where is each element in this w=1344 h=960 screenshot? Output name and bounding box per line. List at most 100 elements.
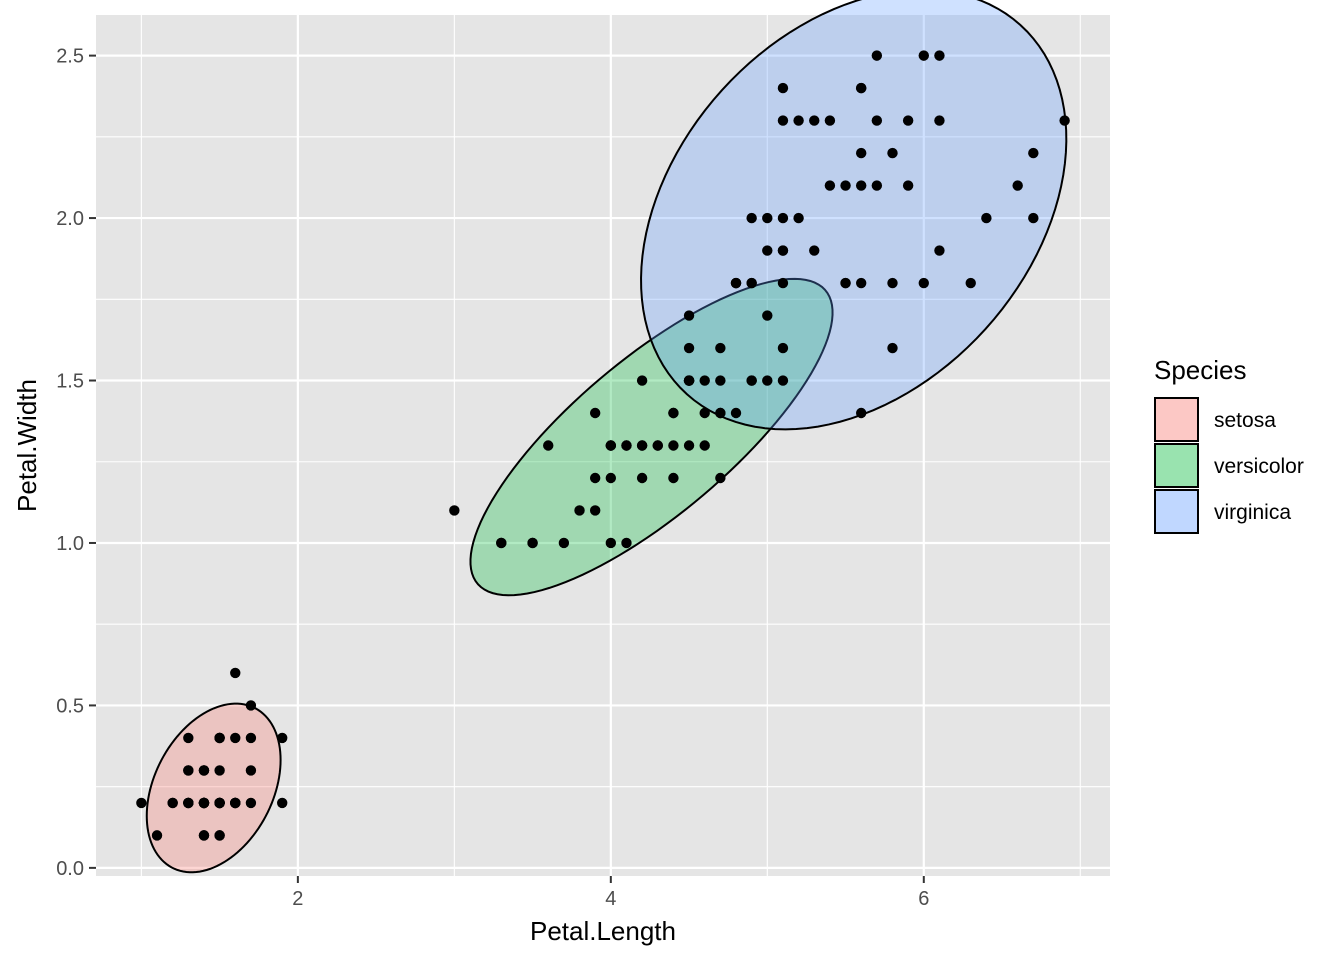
- y-tick-label: 0.5: [56, 695, 84, 717]
- point-versicolor: [589, 472, 601, 484]
- legend-entries: setosa versicolor virginica: [1154, 397, 1304, 534]
- point-versicolor: [668, 440, 679, 451]
- legend-key-virginica: [1154, 489, 1199, 534]
- point-virginica: [855, 147, 867, 159]
- legend-label-virginica: virginica: [1214, 501, 1291, 524]
- point-virginica: [855, 277, 867, 289]
- point-versicolor: [652, 440, 663, 451]
- point-versicolor: [589, 407, 601, 419]
- point-virginica: [793, 115, 804, 126]
- point-virginica: [855, 407, 867, 419]
- point-setosa: [230, 732, 241, 744]
- point-setosa: [183, 797, 194, 809]
- point-setosa: [214, 765, 225, 776]
- legend-label-versicolor: versicolor: [1214, 455, 1304, 478]
- point-virginica: [809, 245, 820, 256]
- point-virginica: [777, 212, 789, 224]
- point-virginica: [902, 115, 914, 126]
- point-virginica: [871, 50, 883, 61]
- point-setosa: [245, 765, 257, 776]
- point-virginica: [824, 180, 836, 191]
- y-tick-label: 2.5: [56, 46, 84, 68]
- legend-key-setosa: [1154, 397, 1199, 442]
- point-setosa: [136, 797, 147, 809]
- confidence-ellipses: [145, 0, 1068, 874]
- point-versicolor: [496, 537, 507, 549]
- point-versicolor: [605, 472, 617, 484]
- point-versicolor: [746, 375, 757, 386]
- ellipse-versicolor: [469, 277, 834, 597]
- y-tick-label: 1.0: [56, 533, 84, 555]
- point-virginica: [840, 180, 851, 191]
- point-virginica: [1059, 115, 1070, 126]
- point-versicolor: [636, 440, 648, 451]
- point-setosa: [167, 797, 178, 809]
- point-virginica: [887, 147, 898, 159]
- point-versicolor: [527, 537, 538, 549]
- point-virginica: [934, 115, 945, 126]
- point-virginica: [887, 342, 898, 354]
- x-tick-label: 4: [605, 888, 616, 910]
- point-versicolor: [699, 407, 710, 419]
- point-setosa: [277, 732, 288, 744]
- x-axis-title: Petal.Length: [530, 916, 676, 946]
- point-versicolor: [449, 505, 460, 516]
- point-versicolor: [730, 407, 742, 419]
- point-virginica: [777, 277, 789, 289]
- point-versicolor: [699, 440, 710, 451]
- point-setosa: [198, 765, 210, 776]
- point-versicolor: [715, 472, 726, 484]
- point-virginica: [1028, 212, 1039, 224]
- point-virginica: [777, 245, 789, 256]
- point-versicolor: [589, 505, 601, 516]
- point-virginica: [934, 245, 945, 256]
- point-setosa: [277, 797, 288, 809]
- point-versicolor: [683, 342, 695, 354]
- point-virginica: [981, 212, 992, 224]
- point-versicolor: [636, 375, 648, 386]
- point-virginica: [1028, 147, 1039, 159]
- point-setosa: [245, 700, 257, 711]
- point-versicolor: [683, 440, 695, 451]
- point-virginica: [793, 212, 804, 224]
- point-virginica: [934, 50, 945, 61]
- point-virginica: [871, 115, 883, 126]
- point-virginica: [887, 277, 898, 289]
- point-virginica: [918, 50, 929, 61]
- point-versicolor: [715, 342, 726, 354]
- point-virginica: [809, 115, 820, 126]
- legend-key-versicolor: [1154, 443, 1199, 488]
- point-virginica: [840, 277, 851, 289]
- legend-label-setosa: setosa: [1214, 409, 1276, 432]
- point-versicolor: [762, 310, 773, 321]
- point-setosa: [214, 830, 225, 841]
- point-versicolor: [777, 342, 789, 354]
- point-setosa: [230, 797, 241, 809]
- point-virginica: [855, 180, 867, 191]
- legend-key-bg: [1155, 398, 1198, 441]
- point-virginica: [746, 277, 757, 289]
- point-setosa: [198, 830, 210, 841]
- point-setosa: [198, 797, 210, 809]
- point-virginica: [824, 115, 836, 126]
- point-versicolor: [605, 440, 617, 451]
- point-versicolor: [621, 537, 632, 549]
- legend-key-bg: [1155, 490, 1198, 533]
- point-virginica: [683, 310, 695, 321]
- point-setosa: [151, 830, 163, 841]
- point-versicolor: [621, 440, 632, 451]
- point-versicolor: [605, 537, 617, 549]
- point-virginica: [762, 245, 773, 256]
- point-setosa: [245, 732, 257, 744]
- point-virginica: [902, 180, 914, 191]
- point-virginica: [855, 82, 867, 94]
- plot-panel: [96, 15, 1110, 876]
- point-versicolor: [683, 375, 695, 386]
- point-setosa: [245, 797, 257, 809]
- ellipse-setosa: [145, 702, 282, 874]
- point-setosa: [183, 765, 194, 776]
- point-setosa: [230, 667, 241, 679]
- point-virginica: [1012, 180, 1023, 191]
- point-versicolor: [668, 407, 679, 419]
